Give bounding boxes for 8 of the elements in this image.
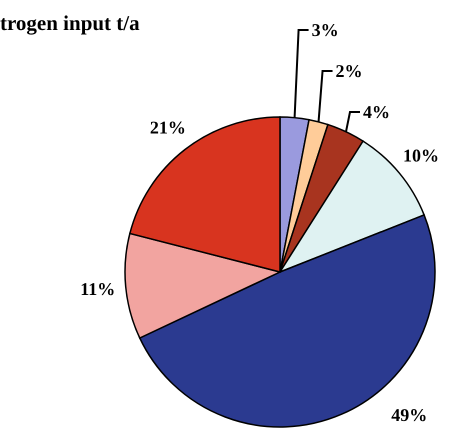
data-label: 3% [312,20,339,40]
data-label: 49% [391,405,428,425]
chart-title: trogen input t/a [0,11,140,35]
data-label: 21% [150,117,186,138]
data-label: 4% [362,102,390,122]
data-label: 2% [336,61,363,81]
data-label: 10% [403,145,440,166]
data-label: 11% [80,279,116,300]
